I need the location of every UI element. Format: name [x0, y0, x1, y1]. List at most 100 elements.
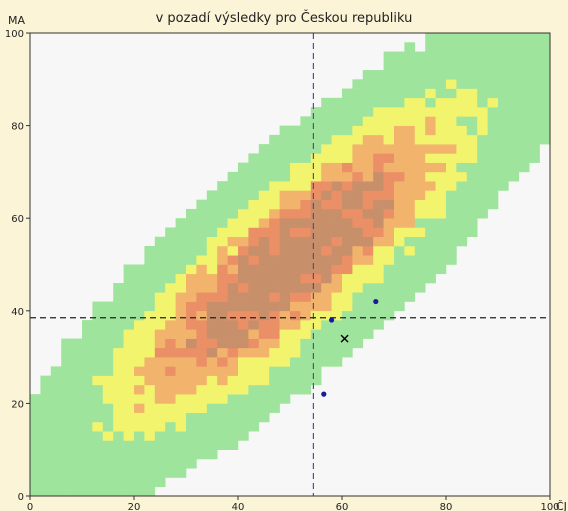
heat-cell	[248, 329, 260, 339]
heat-cell	[362, 79, 374, 89]
heat-cell	[92, 375, 104, 386]
heat-cell	[123, 292, 135, 302]
heat-cell	[82, 375, 93, 386]
heat-cell	[456, 199, 468, 210]
heat-cell	[217, 273, 228, 284]
heat-cell	[414, 171, 426, 182]
heat-cell	[362, 208, 374, 219]
heat-cell	[300, 134, 312, 145]
heat-cell	[290, 236, 301, 247]
heat-cell	[435, 264, 447, 275]
heat-cell	[435, 88, 447, 99]
heat-cell	[394, 199, 405, 210]
heat-cell	[113, 301, 124, 312]
heat-cell	[61, 486, 72, 497]
heat-cell	[300, 171, 312, 182]
heat-cell	[258, 301, 270, 312]
heat-cell	[102, 421, 114, 432]
heat-cell	[518, 79, 530, 89]
heat-cell	[321, 171, 332, 182]
heat-cell	[352, 107, 364, 117]
heat-cell	[217, 255, 228, 265]
heat-cell	[456, 97, 468, 108]
heat-cell	[269, 255, 280, 265]
heat-cell	[165, 440, 176, 450]
x-tick-label: 0	[27, 502, 33, 511]
heat-cell	[310, 218, 322, 228]
heat-cell	[113, 338, 124, 349]
heat-cell	[269, 162, 280, 173]
heat-cell	[175, 412, 187, 423]
heat-cell	[373, 255, 384, 265]
heat-cell	[383, 88, 395, 99]
heat-cell	[508, 51, 520, 62]
heat-cell	[362, 116, 374, 126]
heat-cell	[40, 486, 52, 497]
heat-cell	[61, 384, 72, 395]
heat-cell	[165, 431, 176, 441]
heat-cell	[206, 366, 218, 376]
heat-cell	[92, 357, 104, 367]
heat-cell	[30, 403, 41, 413]
heat-cell	[342, 181, 353, 191]
heat-cell	[165, 338, 176, 349]
heat-cell	[477, 171, 488, 182]
heat-cell	[394, 97, 405, 108]
heat-cell	[258, 310, 270, 321]
heat-cell	[144, 431, 156, 441]
heat-cell	[217, 320, 228, 330]
heat-cell	[206, 264, 218, 275]
heat-cell	[362, 320, 374, 330]
heat-cell	[446, 116, 457, 126]
heat-cell	[144, 468, 156, 478]
heat-cell	[154, 403, 166, 413]
heat-cell	[61, 468, 72, 478]
x-tick-label: 20	[128, 502, 141, 511]
heat-cell	[217, 412, 228, 423]
data-points	[321, 298, 379, 397]
heat-cell	[321, 181, 332, 191]
heat-cell	[269, 292, 280, 302]
heat-cell	[487, 134, 499, 145]
heat-cell	[518, 134, 530, 145]
heat-cell	[300, 338, 312, 349]
heat-cell	[82, 366, 93, 376]
y-tick-label: 0	[18, 492, 24, 503]
heat-cell	[102, 477, 114, 488]
heat-cell	[71, 384, 83, 395]
heat-cell	[134, 412, 145, 423]
heat-cell	[435, 190, 447, 200]
heat-cell	[92, 421, 104, 432]
heat-cell	[487, 153, 499, 163]
heat-cell	[217, 245, 228, 256]
heat-cell	[404, 107, 416, 117]
heat-cell	[113, 283, 124, 293]
heat-cell	[196, 338, 208, 349]
heat-cell	[310, 116, 322, 126]
heat-cell	[248, 171, 260, 182]
dot-point	[321, 391, 327, 397]
heat-cell	[321, 292, 332, 302]
heat-cell	[269, 144, 280, 154]
heat-cell	[227, 236, 239, 247]
heat-cell	[539, 60, 551, 71]
heat-cell	[446, 70, 457, 80]
heat-cell	[92, 486, 104, 497]
heat-cell	[238, 310, 249, 321]
heat-cell	[279, 162, 291, 173]
heat-cell	[175, 431, 187, 441]
heat-cell	[40, 468, 52, 478]
heat-cell	[144, 310, 156, 321]
heat-cell	[71, 477, 83, 488]
heat-cell	[300, 199, 312, 210]
heat-cell	[466, 97, 478, 108]
heat-cell	[217, 264, 228, 275]
heat-cell	[508, 97, 520, 108]
heat-cell	[196, 449, 208, 460]
heat-cell	[206, 338, 218, 349]
heat-cell	[321, 199, 332, 210]
heat-cell	[144, 273, 156, 284]
heat-cell	[71, 486, 83, 497]
heat-cell	[50, 421, 62, 432]
heat-cell	[154, 310, 166, 321]
